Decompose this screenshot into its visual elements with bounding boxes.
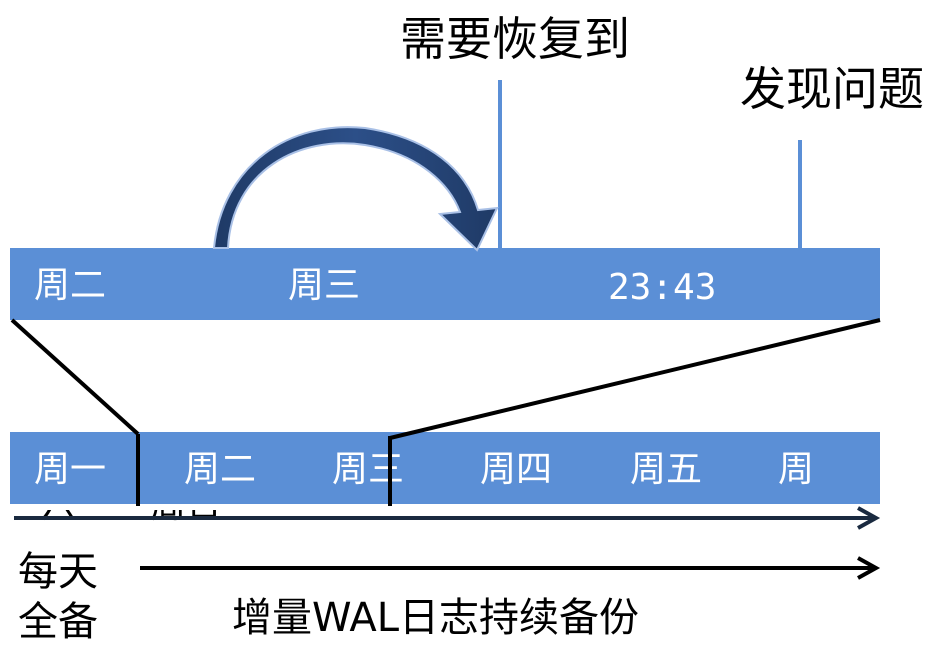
zoom-line-right — [389, 318, 881, 440]
week-label-friday: 周五 — [630, 449, 703, 490]
top-timeline-bar — [10, 248, 880, 320]
week-timeline-arrowhead — [857, 506, 881, 530]
problem-found-label: 发现问题 — [740, 62, 924, 116]
wal-timeline-arrowhead — [857, 556, 881, 580]
zoom-line-left — [10, 318, 140, 436]
week-label-partial: 周 — [778, 449, 815, 490]
week-label-monday: 周一 — [34, 449, 107, 490]
restore-curved-arrow — [212, 126, 499, 252]
incremental-wal-label: 增量WAL日志持续备份 — [232, 595, 640, 641]
top-bar-label-time: 23:43 — [608, 267, 717, 308]
week-label-thursday: 周四 — [480, 449, 553, 490]
daily-full-backup-line2: 全备 — [18, 599, 98, 645]
week-label-tuesday: 周二 — [184, 449, 257, 490]
restore-target-label: 需要恢复到 — [400, 12, 630, 66]
top-bar-label-wednesday: 周三 — [288, 265, 361, 306]
daily-full-backup-line1: 每天 — [18, 549, 98, 595]
week-timeline-bar — [10, 432, 880, 504]
week-label-wednesday: 周三 — [332, 449, 405, 490]
top-bar-label-tuesday: 周二 — [34, 265, 107, 306]
